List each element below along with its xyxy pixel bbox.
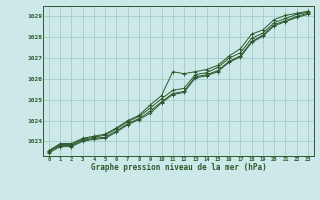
X-axis label: Graphe pression niveau de la mer (hPa): Graphe pression niveau de la mer (hPa) bbox=[91, 163, 266, 172]
